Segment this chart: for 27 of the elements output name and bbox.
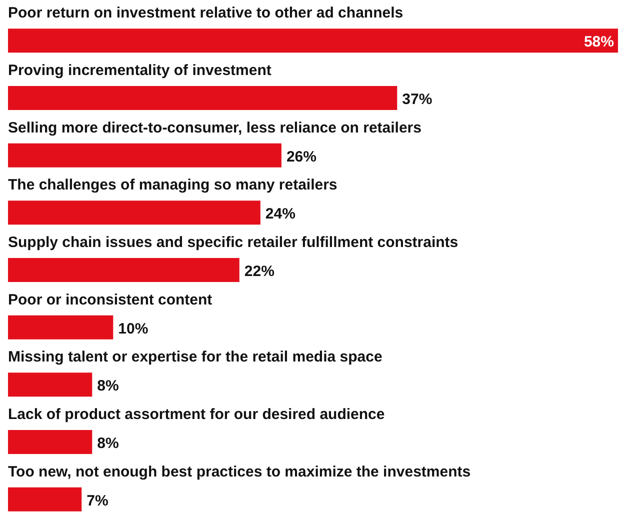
data-label: 10% (118, 320, 148, 338)
data-label: 58% (584, 34, 614, 51)
data-label: 26% (286, 148, 316, 166)
bar (8, 315, 114, 340)
data-label: 7% (86, 492, 108, 510)
data-label: 22% (244, 263, 274, 280)
y-tick-label: Missing talent or expertise for the retail media space (8, 348, 382, 366)
bar (8, 430, 92, 454)
bar (8, 372, 92, 397)
bar (8, 28, 618, 53)
bar (8, 487, 82, 512)
data-label: 37% (402, 91, 432, 108)
data-label: 8% (97, 378, 119, 395)
y-tick-label: Lack of product assortment for our desired audience (8, 406, 385, 423)
bar (8, 143, 282, 168)
data-label: 24% (265, 206, 296, 223)
data-label: 8% (97, 435, 119, 452)
bar (8, 200, 260, 225)
y-tick-label: Selling more direct-to-consumer, less reliance on retailers (8, 119, 422, 136)
y-tick-label: Too new, not enough best practices to maximize the investments (8, 463, 471, 480)
bar (8, 258, 240, 282)
y-tick-label: Poor or inconsistent content (8, 291, 212, 308)
y-tick-label: Proving incrementality of investment (8, 62, 272, 79)
y-tick-label: The challenges of managing so many retailers (8, 176, 338, 194)
bar (8, 86, 398, 110)
y-tick-label: Poor return on investment relative to other ad channels (8, 4, 404, 22)
y-tick-label: Supply chain issues and specific retailer fulfillment constraints (8, 234, 458, 251)
